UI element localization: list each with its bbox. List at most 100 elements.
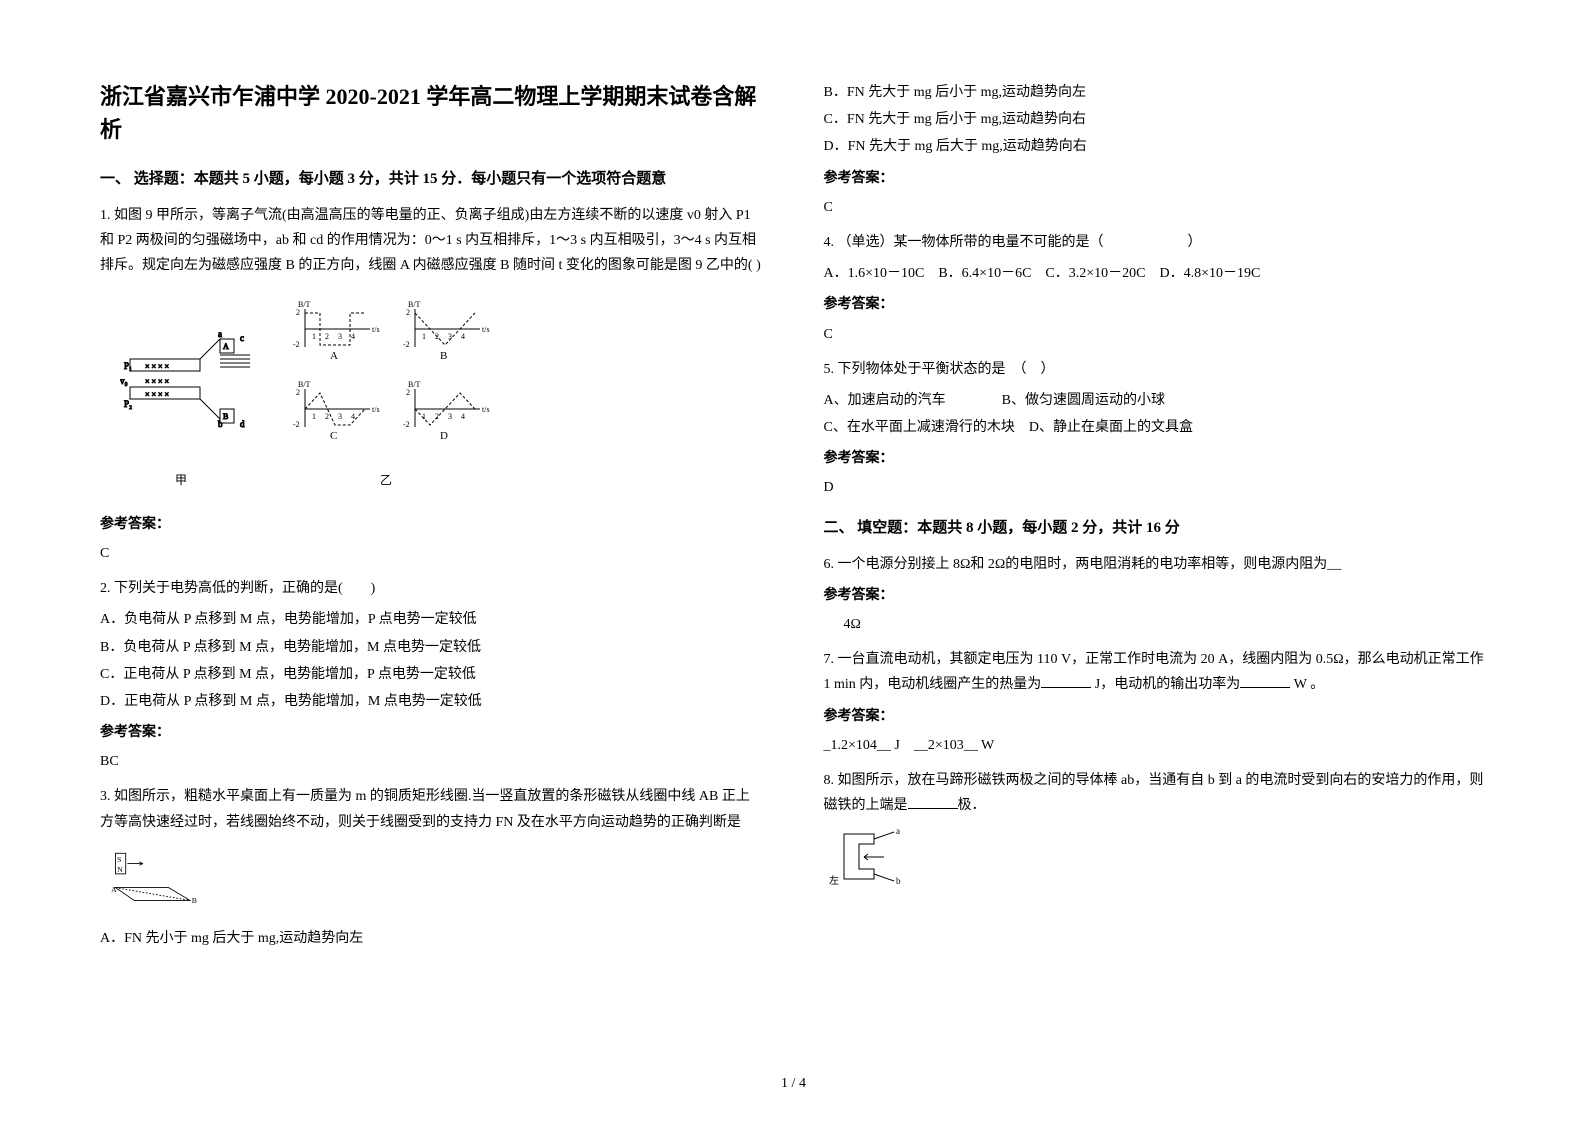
svg-text:2: 2 (435, 412, 439, 421)
svg-text:A: A (111, 885, 117, 894)
q5-line2: C、在水平面上减速滑行的木块 D、静止在桌面上的文具盒 (824, 415, 1488, 440)
svg-text:4: 4 (461, 412, 465, 421)
svg-text:× × × ×: × × × × (145, 377, 169, 386)
svg-text:P₂: P₂ (124, 399, 132, 409)
q3-figure: S N A B (100, 841, 764, 926)
q3-optA: A．FN 先小于 mg 后大于 mg,运动趋势向左 (100, 926, 764, 951)
q2-optC: C．正电荷从 P 点移到 M 点，电势能增加，P 点电势一定较低 (100, 662, 764, 687)
q2-optB: B．负电荷从 P 点移到 M 点，电势能增加，M 点电势一定较低 (100, 635, 764, 660)
svg-text:1: 1 (312, 412, 316, 421)
q7-blank2 (1240, 674, 1290, 688)
svg-text:N: N (117, 865, 123, 874)
svg-text:2: 2 (406, 388, 410, 397)
svg-text:4: 4 (351, 332, 355, 341)
svg-text:d: d (240, 419, 245, 429)
q3-answer: C (824, 195, 1488, 220)
question-4: 4. （单选）某一物体所带的电量不可能的是（ ） A．1.6×10－10C B．… (824, 230, 1488, 347)
q8-figure-svg: a b 左 (824, 824, 914, 894)
q1-chart-svg: P₁ P₂ v₀ × × × × × × × × × × × × a b A B (120, 289, 500, 489)
section2-header: 二、 填空题：本题共 8 小题，每小题 2 分，共计 16 分 (824, 515, 1488, 542)
q7-text: 7. 一台直流电动机，其额定电压为 110 V，正常工作时电流为 20 A，线圈… (824, 647, 1488, 697)
q2-text: 2. 下列关于电势高低的判断，正确的是( ) (100, 576, 764, 601)
left-column: 浙江省嘉兴市乍浦中学 2020-2021 学年高二物理上学期期末试卷含解析 一、… (100, 80, 764, 959)
svg-text:2: 2 (296, 308, 300, 317)
svg-text:P₁: P₁ (124, 361, 132, 371)
svg-text:A: A (330, 350, 338, 362)
q5-answer: D (824, 475, 1488, 500)
q7-blank1 (1041, 674, 1091, 688)
svg-text:1: 1 (422, 332, 426, 341)
svg-text:t/s: t/s (372, 405, 380, 414)
svg-text:D: D (440, 430, 448, 442)
svg-text:乙: 乙 (380, 473, 392, 487)
q3-optD: D．FN 先大于 mg 后大于 mg,运动趋势向右 (824, 134, 1488, 159)
q5-text: 5. 下列物体处于平衡状态的是 （ ） (824, 357, 1488, 382)
q1-text: 1. 如图 9 甲所示，等离子气流(由高温高压的等电量的正、负离子组成)由左方连… (100, 203, 764, 279)
svg-text:C: C (330, 430, 337, 442)
q2-optD: D．正电荷从 P 点移到 M 点，电势能增加，M 点电势一定较低 (100, 689, 764, 714)
q2-optA: A．负电荷从 P 点移到 M 点，电势能增加，P 点电势一定较低 (100, 607, 764, 632)
svg-text:左: 左 (829, 874, 839, 887)
svg-text:3: 3 (338, 332, 342, 341)
q7-answer-label: 参考答案： (824, 704, 1488, 729)
svg-text:B: B (192, 896, 197, 905)
svg-text:v₀: v₀ (120, 376, 128, 386)
q2-answer: BC (100, 749, 764, 774)
q5-answer-label: 参考答案： (824, 446, 1488, 471)
q4-options: A．1.6×10－10C B．6.4×10－6C C．3.2×10－20C D．… (824, 261, 1488, 286)
q8-figure: a b 左 (824, 824, 1488, 903)
q7-answer: _1.2×104__ J __2×103__ W (824, 733, 1488, 758)
q5-line1: A、加速启动的汽车 B、做匀速圆周运动的小球 (824, 388, 1488, 413)
exam-page: 浙江省嘉兴市乍浦中学 2020-2021 学年高二物理上学期期末试卷含解析 一、… (100, 80, 1487, 959)
svg-text:4: 4 (461, 332, 465, 341)
q1-answer: C (100, 541, 764, 566)
svg-text:b: b (896, 876, 901, 886)
svg-text:× × × ×: × × × × (145, 390, 169, 399)
svg-text:S: S (117, 855, 121, 864)
q6-answer-label: 参考答案： (824, 583, 1488, 608)
svg-text:2: 2 (325, 412, 329, 421)
svg-text:3: 3 (338, 412, 342, 421)
q3-text: 3. 如图所示，粗糙水平桌面上有一质量为 m 的铜质矩形线圈.当一竖直放置的条形… (100, 784, 764, 834)
question-7: 7. 一台直流电动机，其额定电压为 110 V，正常工作时电流为 20 A，线圈… (824, 647, 1488, 758)
svg-text:2: 2 (406, 308, 410, 317)
q4-answer-label: 参考答案： (824, 292, 1488, 317)
q1-answer-label: 参考答案： (100, 512, 764, 537)
page-number: 1 / 4 (781, 1076, 806, 1092)
q8-end: 极． (958, 798, 986, 813)
q8-blank (908, 795, 958, 809)
svg-text:3: 3 (448, 412, 452, 421)
svg-text:t/s: t/s (482, 325, 490, 334)
question-1: 1. 如图 9 甲所示，等离子气流(由高温高压的等电量的正、负离子组成)由左方连… (100, 203, 764, 566)
svg-text:× × × ×: × × × × (145, 362, 169, 371)
right-column: B．FN 先大于 mg 后小于 mg,运动趋势向左 C．FN 先大于 mg 后小… (824, 80, 1488, 959)
svg-text:2: 2 (296, 388, 300, 397)
q4-answer: C (824, 322, 1488, 347)
q2-answer-label: 参考答案： (100, 720, 764, 745)
svg-text:2: 2 (325, 332, 329, 341)
q3-figure-svg: S N A B (100, 849, 220, 909)
svg-text:1: 1 (312, 332, 316, 341)
svg-text:B: B (223, 412, 228, 421)
q7-end: W 。 (1290, 677, 1324, 692)
q3-optB: B．FN 先大于 mg 后小于 mg,运动趋势向左 (824, 80, 1488, 105)
svg-text:a: a (218, 329, 222, 339)
question-6: 6. 一个电源分别接上 8Ω和 2Ω的电阻时，两电阻消耗的电功率相等，则电源内阻… (824, 552, 1488, 638)
question-8: 8. 如图所示，放在马蹄形磁铁两极之间的导体棒 ab，当通有自 b 到 a 的电… (824, 768, 1488, 904)
q3-answer-label: 参考答案： (824, 166, 1488, 191)
q3-optC: C．FN 先大于 mg 后小于 mg,运动趋势向右 (824, 107, 1488, 132)
question-2: 2. 下列关于电势高低的判断，正确的是( ) A．负电荷从 P 点移到 M 点，… (100, 576, 764, 774)
svg-text:-2: -2 (293, 340, 300, 349)
q4-text: 4. （单选）某一物体所带的电量不可能的是（ ） (824, 230, 1488, 255)
svg-text:t/s: t/s (482, 405, 490, 414)
svg-text:a: a (896, 826, 900, 836)
q1-figure: P₁ P₂ v₀ × × × × × × × × × × × × a b A B (120, 289, 764, 498)
q6-answer: 4Ω (824, 612, 1488, 637)
svg-text:A: A (223, 342, 229, 351)
question-5: 5. 下列物体处于平衡状态的是 （ ） A、加速启动的汽车 B、做匀速圆周运动的… (824, 357, 1488, 501)
svg-text:-2: -2 (403, 420, 410, 429)
section1-header: 一、 选择题：本题共 5 小题，每小题 3 分，共计 15 分．每小题只有一个选… (100, 166, 764, 193)
q7-mid: J，电动机的输出功率为 (1091, 677, 1240, 692)
svg-text:-2: -2 (293, 420, 300, 429)
svg-text:t/s: t/s (372, 325, 380, 334)
